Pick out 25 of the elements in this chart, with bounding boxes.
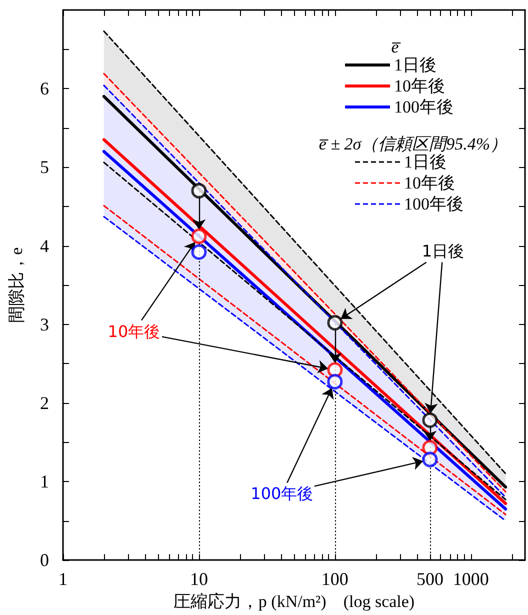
- y-tick-label: 0: [40, 550, 49, 570]
- y-tick-label: 1: [40, 472, 49, 492]
- x-tick-label: 10: [190, 569, 208, 590]
- y-tick-label: 4: [40, 236, 49, 256]
- y-axis-title: 間隙比，e: [7, 247, 26, 323]
- annotation: e̅ ± 2σ（信頼区間95.4%）: [318, 134, 508, 154]
- x-tick-label: 100: [321, 569, 348, 590]
- annotation: 1日後: [422, 242, 464, 261]
- y-tick-label: 2: [40, 392, 49, 413]
- x-axis-title: 圧縮応力，p (kN/m²) (log scale): [173, 592, 415, 611]
- legend-label: 100年後: [394, 98, 454, 116]
- x-tick-label: 1000: [452, 569, 489, 590]
- legend-label: 1日後: [404, 152, 446, 172]
- legend-label: 10年後: [394, 76, 445, 96]
- legend-title: e̅: [391, 38, 402, 56]
- x-tick-label: 1: [58, 569, 68, 590]
- y-tick-label: 5: [40, 157, 49, 178]
- y-tick-label: 3: [40, 314, 49, 334]
- annotation: 100年後: [250, 484, 314, 504]
- x-tick-label: 500: [416, 569, 444, 590]
- legend-label: 100年後: [404, 194, 464, 214]
- legend-label: 1日後: [394, 56, 436, 74]
- legend-label: 10年後: [404, 174, 455, 192]
- annotation: 10年後: [108, 322, 160, 341]
- y-tick-label: 6: [40, 78, 49, 99]
